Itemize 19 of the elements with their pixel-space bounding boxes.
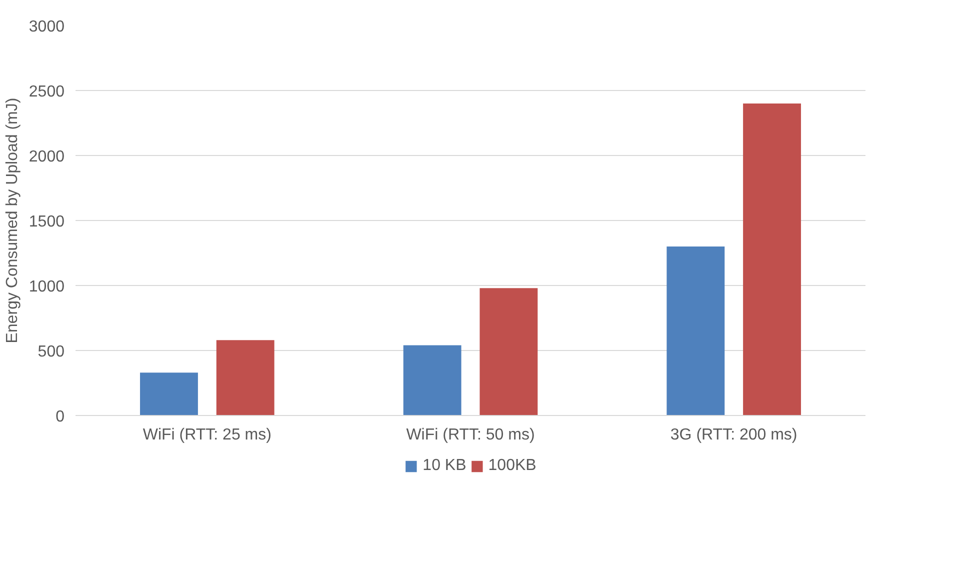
y-tick-label: 2500 <box>28 84 65 100</box>
bar <box>743 104 801 416</box>
x-tick-label: WiFi (RTT: 25 ms) <box>142 426 272 444</box>
y-tick-label: 2000 <box>28 148 65 166</box>
legend-label: 10 KB <box>422 457 466 475</box>
bar <box>140 372 198 416</box>
y-tick-label: 1000 <box>28 278 65 296</box>
y-tick-label: 1500 <box>28 214 65 230</box>
y-tick-label: 0 <box>56 408 65 426</box>
y-tick-label: 3000 <box>28 18 65 36</box>
bar <box>666 246 725 416</box>
bar <box>480 288 538 416</box>
x-tick-label: 3G (RTT: 200 ms) <box>670 426 798 444</box>
y-axis-title: Energy Consumed by Upload (mJ) <box>4 98 21 344</box>
x-tick-label: WiFi (RTT: 50 ms) <box>406 426 535 444</box>
y-tick-label: 500 <box>38 344 65 360</box>
bar <box>216 340 274 416</box>
legend-label: 100KB <box>488 457 536 475</box>
bar <box>403 345 462 416</box>
